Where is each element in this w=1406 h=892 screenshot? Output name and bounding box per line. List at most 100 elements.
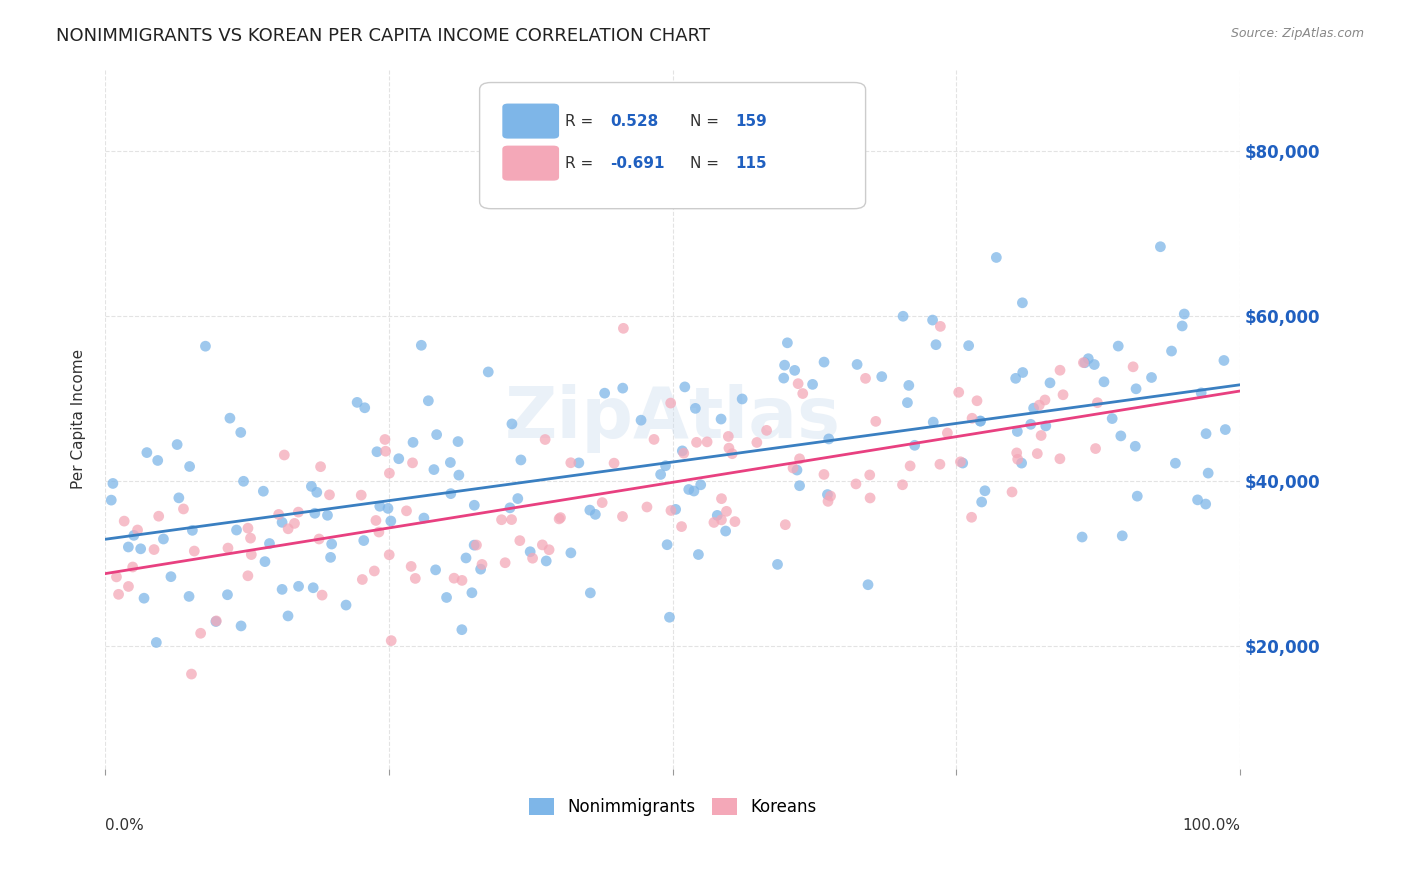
Nonimmigrants <box>316 508 339 523</box>
Koreans <box>205 614 228 628</box>
Nonimmigrants <box>579 586 602 600</box>
Koreans <box>401 456 423 470</box>
Nonimmigrants <box>1140 370 1163 384</box>
Koreans <box>127 523 149 537</box>
Nonimmigrants <box>509 453 531 467</box>
Text: 100.0%: 100.0% <box>1182 818 1240 833</box>
Nonimmigrants <box>1092 375 1115 389</box>
Nonimmigrants <box>499 500 522 515</box>
Nonimmigrants <box>772 371 794 385</box>
Nonimmigrants <box>252 484 274 499</box>
Nonimmigrants <box>368 500 391 514</box>
Koreans <box>855 371 877 385</box>
Nonimmigrants <box>177 590 200 604</box>
Nonimmigrants <box>714 524 737 538</box>
Nonimmigrants <box>146 453 169 467</box>
Nonimmigrants <box>217 588 239 602</box>
Koreans <box>240 548 263 562</box>
Nonimmigrants <box>477 365 499 379</box>
Nonimmigrants <box>229 619 252 633</box>
Nonimmigrants <box>470 562 492 576</box>
Nonimmigrants <box>560 546 582 560</box>
FancyBboxPatch shape <box>502 145 560 181</box>
Koreans <box>891 477 914 491</box>
Nonimmigrants <box>287 579 309 593</box>
Nonimmigrants <box>1195 497 1218 511</box>
Text: 115: 115 <box>735 155 766 170</box>
Koreans <box>1049 451 1071 466</box>
Nonimmigrants <box>129 541 152 556</box>
Koreans <box>273 448 295 462</box>
Koreans <box>309 459 332 474</box>
Text: R =: R = <box>565 113 593 128</box>
Text: R =: R = <box>565 155 593 170</box>
Nonimmigrants <box>305 485 328 500</box>
Koreans <box>550 510 572 524</box>
Nonimmigrants <box>1126 489 1149 503</box>
Nonimmigrants <box>426 427 449 442</box>
Nonimmigrants <box>101 476 124 491</box>
Koreans <box>172 502 194 516</box>
Koreans <box>443 571 465 585</box>
Koreans <box>1033 392 1056 407</box>
Nonimmigrants <box>630 413 652 427</box>
Koreans <box>491 513 513 527</box>
Koreans <box>775 517 797 532</box>
Nonimmigrants <box>925 337 948 351</box>
Koreans <box>538 542 561 557</box>
Nonimmigrants <box>1197 466 1219 480</box>
Nonimmigrants <box>1011 295 1033 310</box>
Nonimmigrants <box>773 358 796 372</box>
Koreans <box>404 571 426 585</box>
Nonimmigrants <box>688 548 710 562</box>
Koreans <box>352 573 374 587</box>
Text: 159: 159 <box>735 113 766 128</box>
Nonimmigrants <box>319 550 342 565</box>
Koreans <box>672 446 695 460</box>
Nonimmigrants <box>229 425 252 440</box>
Nonimmigrants <box>388 451 411 466</box>
Nonimmigrants <box>423 462 446 476</box>
Nonimmigrants <box>593 386 616 401</box>
Koreans <box>671 519 693 533</box>
Koreans <box>239 531 262 545</box>
Koreans <box>936 425 959 440</box>
Text: -0.691: -0.691 <box>610 155 665 170</box>
Koreans <box>928 457 950 471</box>
Nonimmigrants <box>655 538 678 552</box>
Koreans <box>789 451 811 466</box>
Nonimmigrants <box>411 338 433 352</box>
Nonimmigrants <box>501 417 523 431</box>
Koreans <box>724 515 747 529</box>
Nonimmigrants <box>1164 456 1187 470</box>
Nonimmigrants <box>447 434 470 449</box>
Nonimmigrants <box>259 536 281 550</box>
Nonimmigrants <box>377 501 399 516</box>
Nonimmigrants <box>678 483 700 497</box>
Koreans <box>966 393 988 408</box>
Koreans <box>107 587 129 601</box>
Nonimmigrants <box>1173 307 1195 321</box>
Nonimmigrants <box>1123 439 1146 453</box>
Nonimmigrants <box>817 487 839 501</box>
Koreans <box>378 548 401 562</box>
Nonimmigrants <box>418 393 440 408</box>
Nonimmigrants <box>380 514 402 528</box>
Koreans <box>612 509 634 524</box>
Koreans <box>1084 442 1107 456</box>
Koreans <box>1087 395 1109 409</box>
Nonimmigrants <box>181 524 204 538</box>
Nonimmigrants <box>786 463 808 477</box>
Koreans <box>183 544 205 558</box>
Nonimmigrants <box>353 533 375 548</box>
Koreans <box>378 467 401 481</box>
Koreans <box>350 488 373 502</box>
Koreans <box>685 435 707 450</box>
Nonimmigrants <box>706 508 728 523</box>
Nonimmigrants <box>132 591 155 606</box>
FancyBboxPatch shape <box>479 83 866 209</box>
Y-axis label: Per Capita Income: Per Capita Income <box>72 349 86 489</box>
Nonimmigrants <box>454 551 477 566</box>
Koreans <box>105 570 128 584</box>
Nonimmigrants <box>969 414 991 428</box>
